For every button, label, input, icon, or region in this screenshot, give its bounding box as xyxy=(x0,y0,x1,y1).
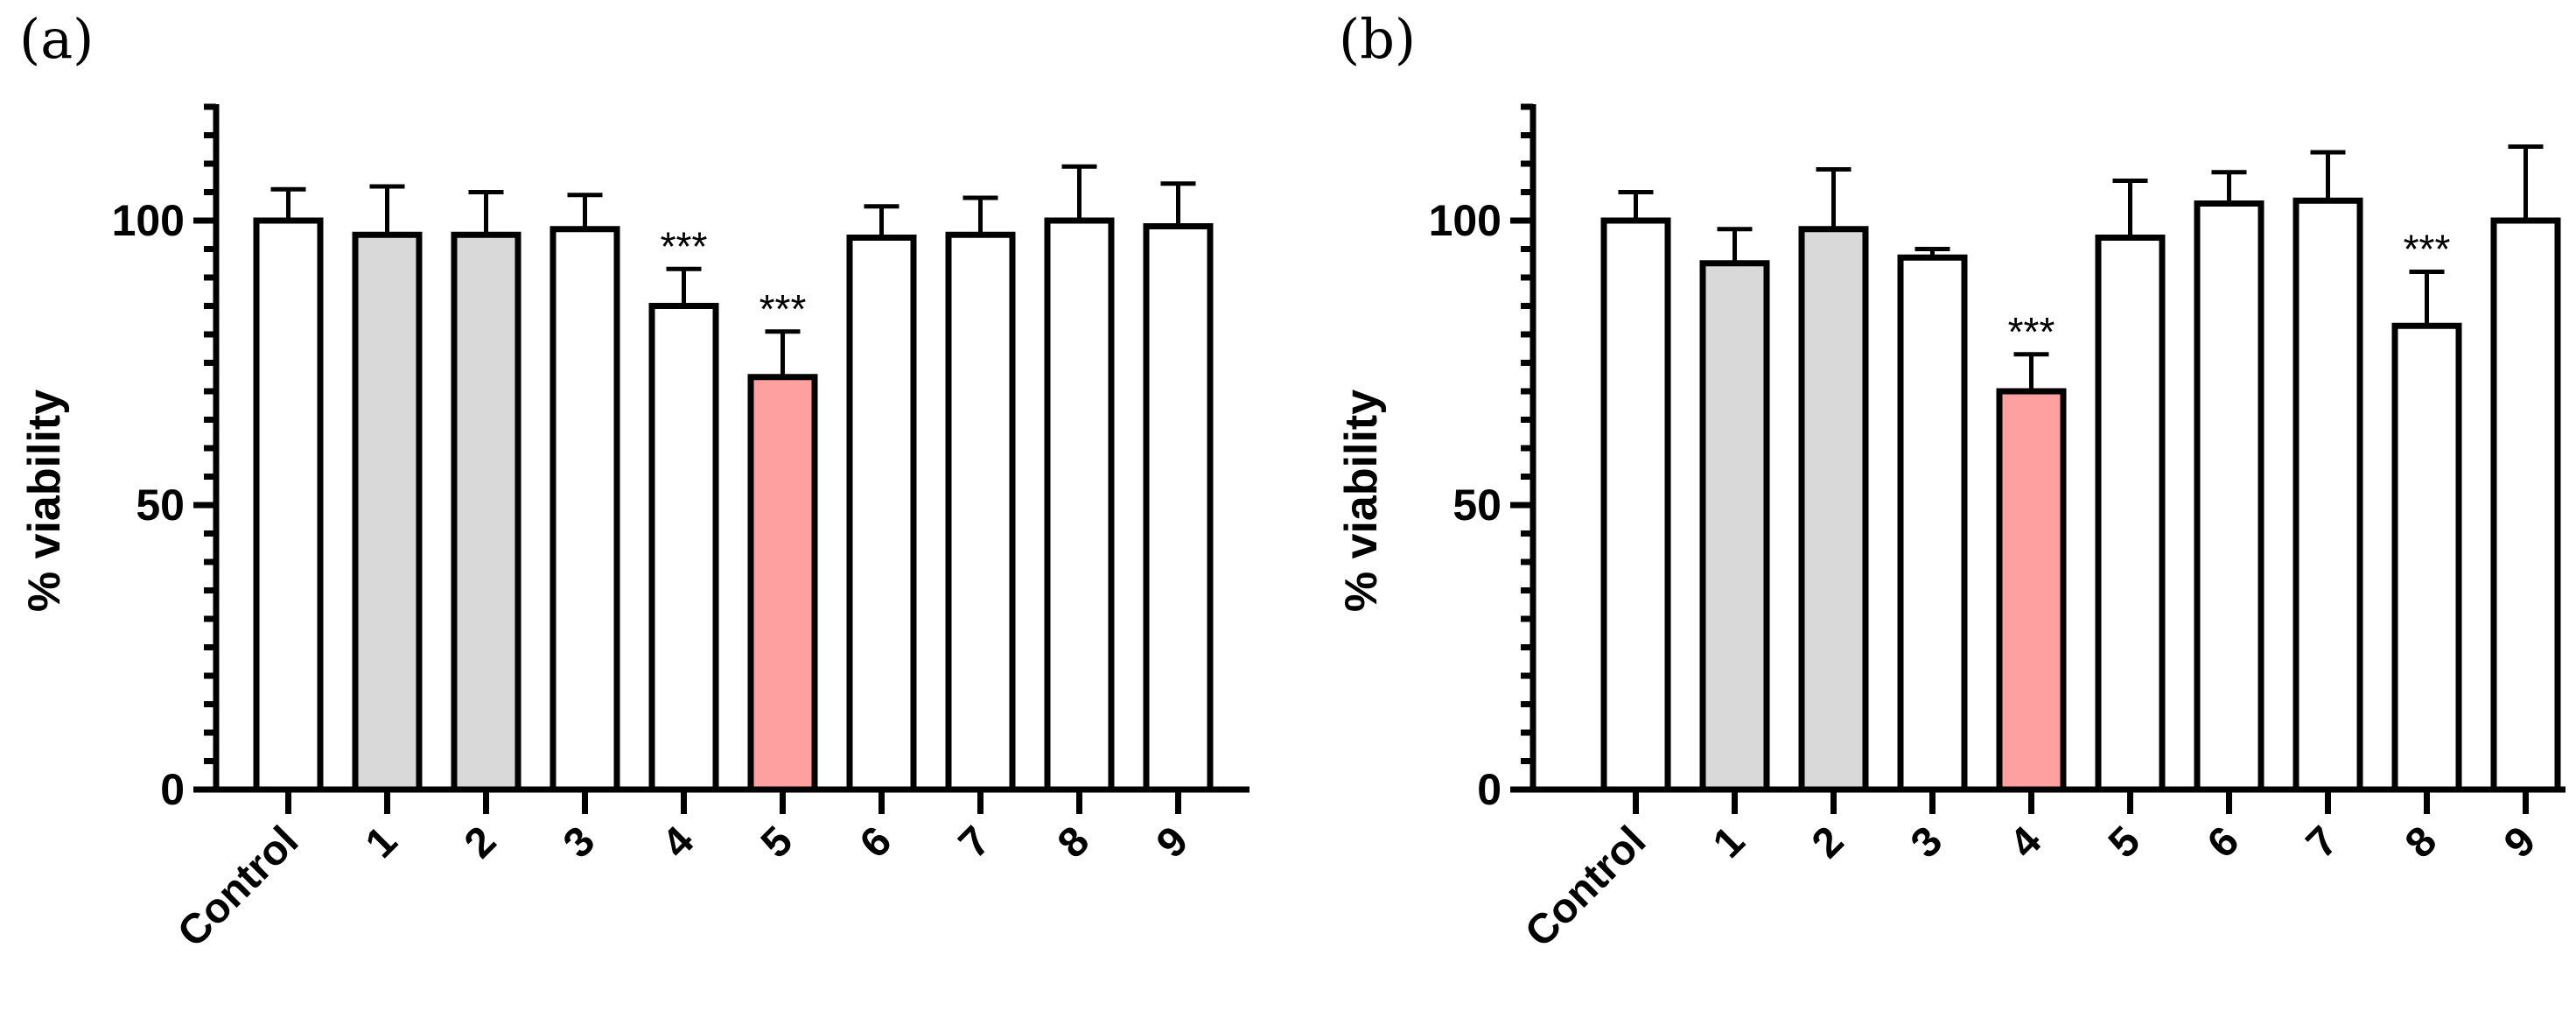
y-tick-label: 50 xyxy=(1452,481,1502,530)
bar xyxy=(945,231,1016,793)
y-axis-label: % viability xyxy=(19,390,70,612)
y-tick-label: 0 xyxy=(160,765,185,814)
x-tick-label: 1 xyxy=(357,818,406,867)
bar xyxy=(1897,254,1968,793)
significance-label: *** xyxy=(760,286,807,332)
bar xyxy=(1798,226,1869,793)
bar xyxy=(2194,200,2264,793)
bar xyxy=(253,217,324,793)
bar xyxy=(1699,260,1770,793)
y-axis-label: % viability xyxy=(1336,390,1387,612)
x-tick-label: 9 xyxy=(2496,818,2544,867)
bar xyxy=(648,303,719,793)
y-tick-label: 0 xyxy=(1477,765,1502,814)
x-tick-label: 3 xyxy=(1902,818,1951,867)
panel-label: (a) xyxy=(19,7,94,71)
bar xyxy=(2490,217,2561,793)
x-tick-label: Control xyxy=(1516,818,1655,956)
x-tick-label: 4 xyxy=(654,818,704,867)
bar xyxy=(846,235,917,793)
bar xyxy=(550,226,620,793)
y-tick-label: 50 xyxy=(136,481,185,530)
chart-panel-b: (b) % viability 0 50 100 Control 1 2 3 *** 4 5 6 7 ***… xyxy=(1336,7,2566,956)
bar xyxy=(2391,322,2462,793)
x-tick-label: 6 xyxy=(2199,818,2248,867)
x-tick-label: Control xyxy=(169,818,307,956)
x-tick-label: 2 xyxy=(1803,818,1852,867)
bar xyxy=(1600,217,1671,793)
x-tick-label: 2 xyxy=(456,818,505,867)
x-tick-label: 7 xyxy=(950,818,999,867)
bar xyxy=(1143,223,1214,793)
bar xyxy=(747,374,818,793)
chart-panel-a: (a) % viability 0 50 100 Control 1 2 3 *** 4 *** 5 6 7… xyxy=(19,7,1250,956)
x-tick-label: 5 xyxy=(2100,818,2149,867)
y-tick-label: 100 xyxy=(1429,196,1502,245)
bar xyxy=(2292,197,2363,793)
x-tick-label: 3 xyxy=(555,818,604,867)
bar xyxy=(352,231,423,793)
bar xyxy=(2095,235,2166,793)
x-tick-label: 5 xyxy=(752,818,802,867)
bar xyxy=(451,231,522,793)
panel-label: (b) xyxy=(1339,7,1416,71)
significance-label: *** xyxy=(661,223,708,269)
bar xyxy=(1996,388,2067,793)
x-tick-label: 8 xyxy=(2397,818,2446,867)
significance-label: *** xyxy=(2008,309,2055,355)
y-tick-label: 100 xyxy=(112,196,185,245)
x-tick-label: 4 xyxy=(2001,818,2051,867)
x-tick-label: 8 xyxy=(1049,818,1098,867)
x-tick-label: 9 xyxy=(1148,818,1197,867)
x-tick-label: 1 xyxy=(1704,818,1754,867)
significance-label: *** xyxy=(2404,227,2451,272)
x-tick-label: 6 xyxy=(851,818,900,867)
bar xyxy=(1044,217,1115,793)
x-tick-label: 7 xyxy=(2298,818,2347,867)
